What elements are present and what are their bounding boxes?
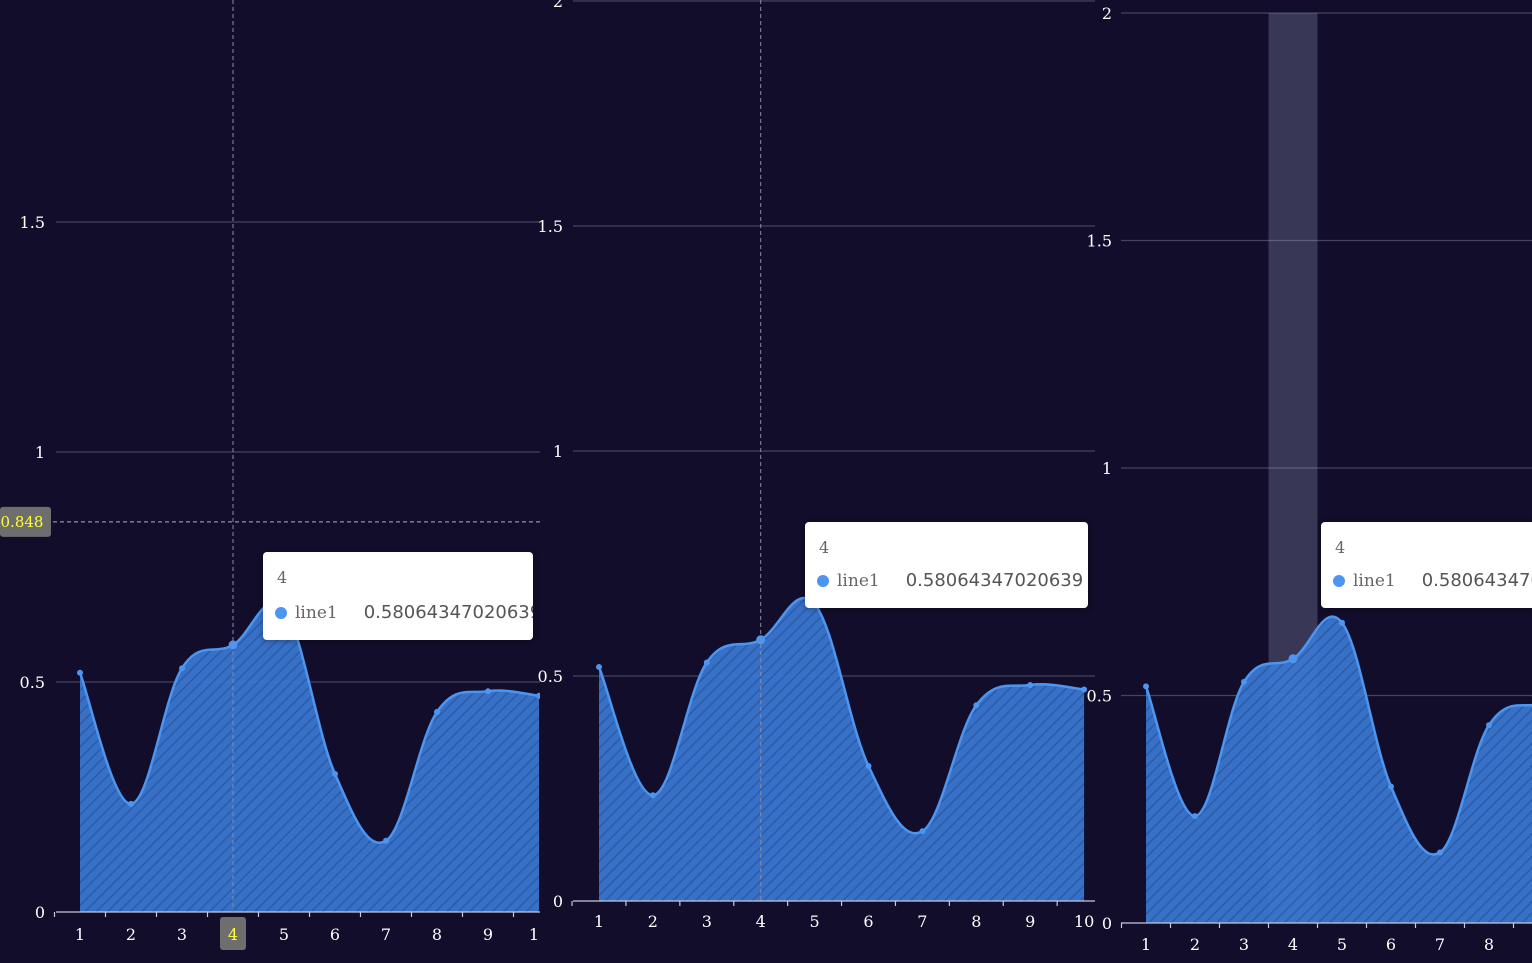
- data-point: [703, 659, 710, 666]
- x-tick-label: 3: [177, 925, 187, 944]
- tooltip-row: line1 0.58064347020639: [1333, 570, 1532, 591]
- y-tick-label: 0.5: [538, 667, 563, 686]
- tooltip-series-name: line1: [837, 570, 880, 591]
- data-point: [865, 763, 872, 769]
- x-tick-label: 7: [917, 912, 927, 931]
- series-area-line1: [1146, 616, 1532, 923]
- data-point: [1192, 813, 1198, 820]
- tooltip-title: 4: [819, 538, 830, 557]
- axis-pointer-x-label: 4: [228, 925, 238, 944]
- y-tick-label: 1.5: [20, 213, 45, 232]
- y-tick-label: 0.5: [20, 673, 45, 692]
- data-point: [77, 669, 83, 676]
- y-tick-label: 1.5: [538, 217, 563, 236]
- x-tick-label: 6: [330, 925, 340, 944]
- x-tick-label: 8: [432, 925, 442, 944]
- x-tick-label: 1: [1141, 935, 1151, 954]
- x-tick-label: 6: [1386, 935, 1396, 954]
- tooltip-value: 0.58064347020639: [363, 602, 533, 623]
- axis-pointer-y-label-bg: [0, 506, 51, 537]
- y-tick-label: 2: [553, 0, 563, 11]
- axis-pointer-y-label: 0.848: [1, 513, 44, 531]
- x-tick-label: 4: [1288, 935, 1298, 954]
- tooltip-title: 4: [1335, 538, 1346, 557]
- data-point: [434, 708, 440, 715]
- tooltip-row: line1 0.58064347020639: [275, 602, 533, 623]
- x-tick-label: 5: [279, 925, 289, 944]
- y-tick-label: 2: [1102, 4, 1112, 23]
- x-tick-label: 2: [648, 912, 658, 931]
- y-tick-label: 0: [35, 903, 45, 922]
- x-tick-label: 9: [483, 925, 493, 944]
- data-point: [1027, 682, 1034, 688]
- x-tick-label: 1: [594, 912, 604, 931]
- x-tick-label: 8: [971, 912, 981, 931]
- x-tick-label: 5: [810, 912, 820, 931]
- series-dot-icon: [275, 606, 287, 619]
- x-tick-label: 9: [1025, 912, 1035, 931]
- x-tick-label: 2: [1190, 935, 1200, 954]
- data-point: [1241, 678, 1247, 685]
- x-tick-label: 3: [1239, 935, 1249, 954]
- tooltip-chart-3: 4 line1 0.58064347020639: [1321, 522, 1532, 608]
- tooltip-series-name: line1: [1353, 570, 1396, 591]
- tooltip-value: 0.58064347020639: [1421, 570, 1532, 591]
- data-point: [128, 800, 134, 807]
- y-tick-label: 0: [1102, 914, 1112, 933]
- x-tick-label: 3: [702, 912, 712, 931]
- data-point: [1143, 683, 1149, 690]
- x-tick-label: 1: [75, 925, 85, 944]
- x-tick-label: 10: [529, 925, 549, 944]
- data-point: [973, 702, 980, 709]
- series-area-line1: [80, 602, 539, 912]
- data-point: [1339, 619, 1345, 626]
- x-tick-label: 8: [1484, 935, 1494, 954]
- axis-pointer-x-label-bg: [220, 917, 246, 950]
- tooltip-row: line1 0.58064347020639: [817, 570, 1083, 591]
- x-tick-label: 7: [381, 925, 391, 944]
- data-point: [919, 828, 926, 835]
- x-tick-label: 2: [126, 925, 136, 944]
- tooltip-chart-1: 4 line1 0.58064347020639: [263, 552, 533, 640]
- y-tick-label: 0: [553, 892, 563, 911]
- x-tick-label: 5: [1337, 935, 1347, 954]
- x-tick-label: 6: [863, 912, 873, 931]
- data-point: [179, 665, 185, 672]
- data-point: [1437, 849, 1443, 856]
- data-point: [1388, 783, 1394, 790]
- y-tick-label: 1.5: [1087, 232, 1112, 251]
- y-tick-label: 1: [35, 443, 45, 462]
- chart-1: 0 0.5 1 1.5 2 1 2 3 4 5 6 7 8 9 10 4: [20, 0, 549, 950]
- tooltip-series-name: line1: [295, 602, 338, 623]
- x-tick-label: 7: [1435, 935, 1445, 954]
- tooltip-chart-2: 4 line1 0.58064347020639: [805, 522, 1088, 608]
- series-line-line1: [1144, 615, 1532, 856]
- data-point: [536, 692, 540, 699]
- x-tick-label: 4: [756, 912, 766, 931]
- chart-2: 0 0.5 1 1.5 2 1 2 3 4 5 6 7 8 9 10: [538, 0, 1095, 931]
- data-point: [596, 664, 602, 670]
- data-point: [1288, 654, 1298, 664]
- y-tick-label: 2: [35, 0, 45, 2]
- tooltip-title: 4: [277, 568, 288, 587]
- data-point: [1081, 686, 1088, 693]
- data-point: [649, 792, 656, 799]
- tooltip-value: 0.58064347020639: [905, 570, 1084, 591]
- data-point: [485, 688, 491, 695]
- x-tick-label: 10: [1074, 912, 1094, 931]
- data-point: [383, 837, 389, 844]
- series-dot-icon: [817, 574, 829, 587]
- y-tick-label: 1: [553, 442, 563, 461]
- series-area-line1: [599, 597, 1085, 901]
- data-point: [332, 771, 338, 777]
- y-tick-label: 1: [1102, 459, 1112, 478]
- data-point: [1486, 722, 1492, 729]
- series-dot-icon: [1333, 574, 1345, 587]
- y-tick-label: 0.5: [1087, 687, 1112, 706]
